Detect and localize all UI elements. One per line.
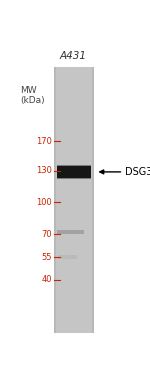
Text: MW
(kDa): MW (kDa) <box>20 86 45 105</box>
Text: 170: 170 <box>36 137 52 146</box>
Bar <box>56 67 92 333</box>
Text: 55: 55 <box>41 253 52 262</box>
Bar <box>57 166 91 178</box>
Bar <box>58 255 77 259</box>
Text: 40: 40 <box>41 275 52 284</box>
Bar <box>57 230 84 234</box>
Bar <box>54 67 94 333</box>
Text: 100: 100 <box>36 198 52 207</box>
Text: DSG3: DSG3 <box>124 167 150 177</box>
Text: 70: 70 <box>41 230 52 239</box>
Text: A431: A431 <box>60 51 87 61</box>
Text: 130: 130 <box>36 166 52 175</box>
Bar <box>57 165 91 179</box>
